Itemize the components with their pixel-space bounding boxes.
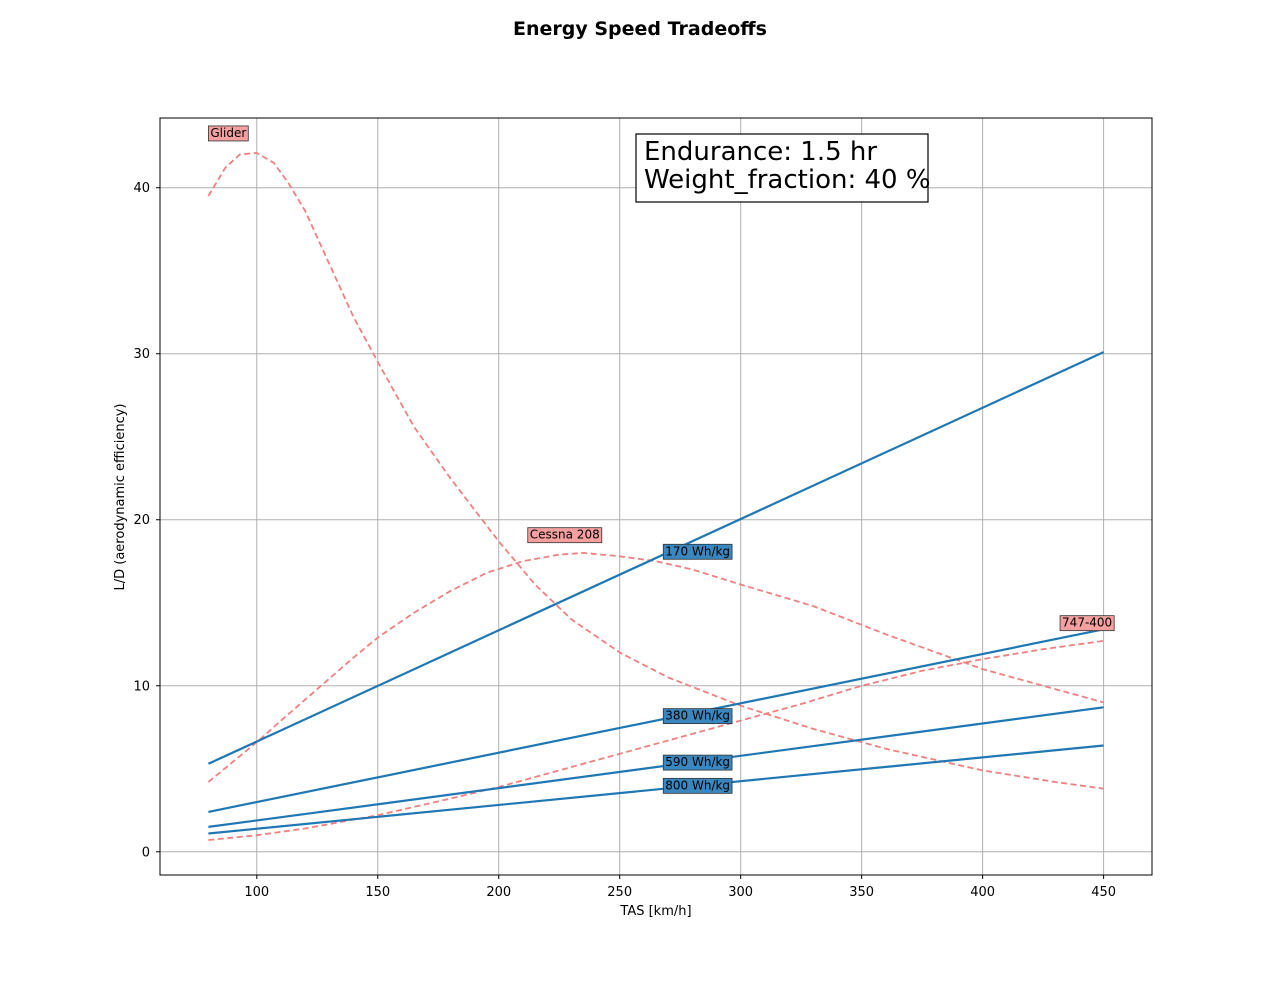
battery-label-text: 380 Wh/kg <box>665 709 730 723</box>
aircraft-label-747-400: 747-400 <box>1059 615 1115 632</box>
battery-label-170-wh-kg: 170 Wh/kg <box>662 543 733 560</box>
battery-label-800-wh-kg: 800 Wh/kg <box>662 777 733 794</box>
aircraft-label-text: Cessna 208 <box>530 528 600 542</box>
x-axis-label: TAS [km/h] <box>619 904 691 919</box>
annotation-box: Endurance: 1.5 hr Weight_fraction: 40 % <box>635 133 931 203</box>
battery-label-380-wh-kg: 380 Wh/kg <box>662 708 733 725</box>
annotation-line-1: Endurance: 1.5 hr <box>644 137 877 167</box>
aircraft-label-text: 747-400 <box>1062 616 1112 630</box>
x-tick-label: 250 <box>607 885 632 900</box>
plot-frame <box>159 117 1153 876</box>
battery-label-text: 590 Wh/kg <box>665 755 730 769</box>
aircraft-label-box <box>1059 615 1115 632</box>
x-tick-label: 100 <box>244 885 269 900</box>
y-tick-label: 40 <box>133 181 150 196</box>
y-tick-label: 20 <box>133 513 150 528</box>
x-tick-label: 350 <box>849 885 874 900</box>
x-tick-label: 200 <box>486 885 511 900</box>
aircraft-label-box <box>207 125 249 142</box>
x-tick-label: 400 <box>970 885 995 900</box>
label-layer: Glider Cessna 208 747-400 170 Wh/kg 380 Wh/k… <box>207 125 1115 794</box>
battery-label-box <box>662 708 733 725</box>
tick-layer: 100 150 200 250 300 350 400 450 0 10 20 30 40 <box>133 181 1116 900</box>
y-tick-label: 0 <box>142 845 150 860</box>
aircraft-line-glider <box>207 151 1104 790</box>
aircraft-label-glider: Glider <box>207 125 249 142</box>
chart-title: Energy Speed Tradeoffs <box>513 18 767 40</box>
battery-line-380-wh-kg <box>208 628 1104 813</box>
y-axis-label: L/D (aerodynamic efficiency) <box>113 404 128 591</box>
y-tick-label: 30 <box>133 347 150 362</box>
aircraft-label-cessna-208: Cessna 208 <box>527 527 603 544</box>
grid-layer <box>160 118 1152 875</box>
battery-label-box <box>662 777 733 794</box>
aircraft-line-747-400 <box>208 640 1104 841</box>
aircraft-line-cessna-208 <box>207 551 1104 783</box>
battery-label-box <box>662 754 733 771</box>
x-tick-label: 450 <box>1091 885 1116 900</box>
x-tick-label: 300 <box>728 885 753 900</box>
series-layer <box>207 151 1105 841</box>
battery-label-box <box>662 543 733 560</box>
battery-label-590-wh-kg: 590 Wh/kg <box>662 754 733 771</box>
battery-line-590-wh-kg <box>208 706 1104 828</box>
battery-label-text: 800 Wh/kg <box>665 778 730 792</box>
x-tick-label: 150 <box>365 885 390 900</box>
annotation-line-2: Weight_fraction: 40 % <box>644 165 931 195</box>
y-tick-label: 10 <box>133 679 150 694</box>
annotation-frame <box>635 133 929 203</box>
battery-line-800-wh-kg <box>208 744 1104 835</box>
battery-line-170-wh-kg <box>207 351 1105 765</box>
aircraft-label-box <box>527 527 603 544</box>
battery-label-text: 170 Wh/kg <box>665 544 730 558</box>
aircraft-label-text: Glider <box>210 126 246 140</box>
